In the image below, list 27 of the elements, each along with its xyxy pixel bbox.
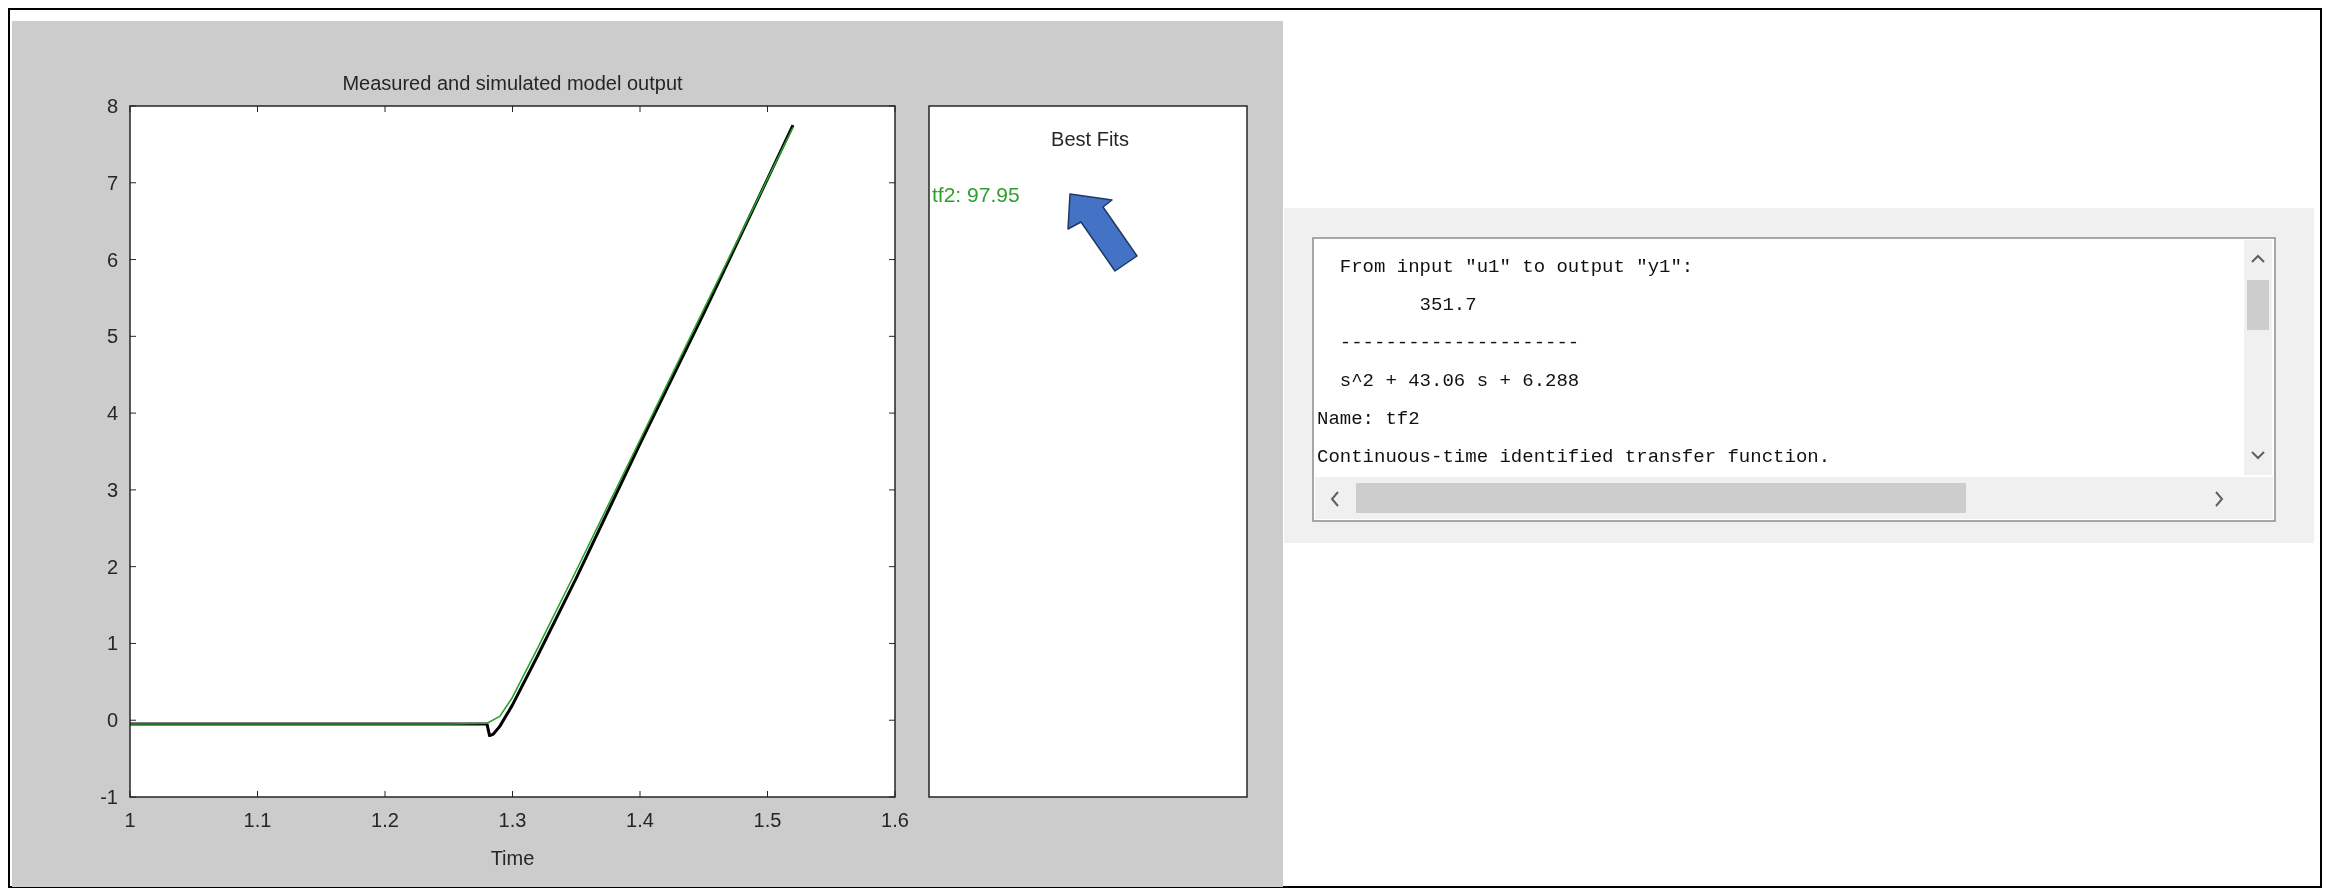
x-tick-label: 1.1 (243, 809, 272, 831)
y-tick-label: 8 (106, 95, 118, 117)
x-tick-label: 1.4 (626, 809, 654, 831)
text: Best Fits (1051, 128, 1129, 150)
y-tick-label: 6 (106, 248, 118, 271)
x-tick-label: 1.3 (498, 809, 527, 831)
text: Name: tf2 (1317, 408, 1420, 430)
y-tick-label: 0 (106, 709, 118, 732)
text: From input "u1" to output "y1": (1317, 256, 1694, 278)
x-tick-label: 1.5 (753, 809, 782, 831)
text: --------------------- (1317, 332, 1580, 354)
x-axis-title: Time (490, 847, 535, 869)
y-tick-label: 3 (106, 478, 118, 501)
text: tf2: 97.95 (932, 183, 1020, 206)
text: 351.7 (1317, 294, 1477, 316)
chart-title: Measured and simulated model output (342, 72, 684, 94)
y-tick-label: 4 (106, 402, 118, 425)
x-tick-label: 1 (124, 809, 136, 831)
y-tick-label: 7 (106, 171, 118, 194)
x-tick-label: 1.2 (371, 809, 399, 831)
y-tick-label: -1 (100, 786, 118, 808)
text: s^2 + 43.06 s + 6.288 (1317, 370, 1580, 392)
y-tick-label: 2 (106, 555, 118, 578)
x-tick-label: 1.6 (881, 809, 909, 831)
y-tick-label: 5 (106, 325, 118, 348)
text: Continuous-time identified transfer function. (1317, 446, 1831, 468)
y-tick-label: 1 (106, 632, 118, 655)
